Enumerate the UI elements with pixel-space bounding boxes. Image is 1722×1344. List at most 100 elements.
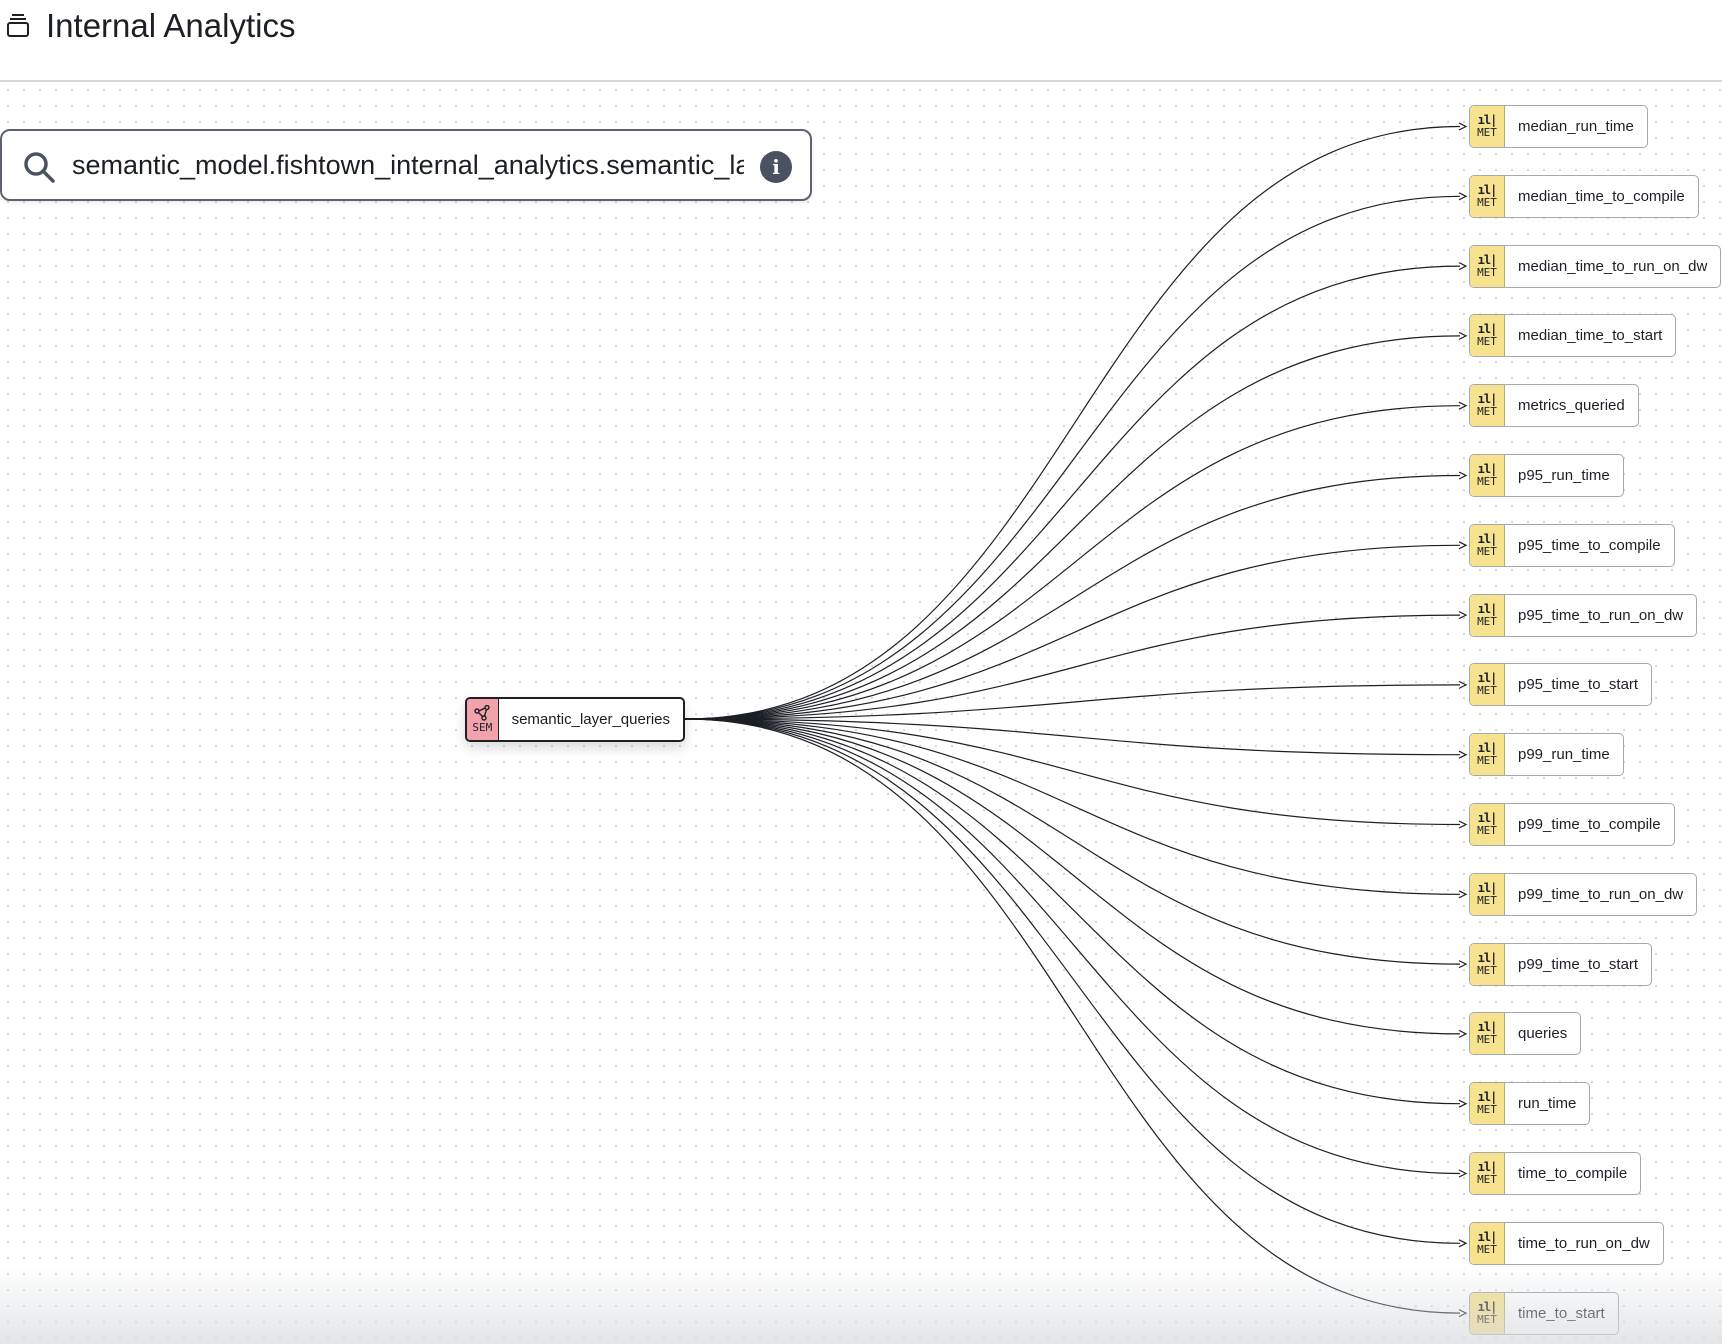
lineage-edge <box>684 405 1461 720</box>
met-badge: ıl| MET <box>1470 1013 1505 1055</box>
edge-arrowhead <box>1458 1239 1468 1248</box>
bar-chart-icon: ıl| <box>1477 113 1498 127</box>
metric-node[interactable]: ıl| MET median_time_to_compile <box>1469 174 1699 218</box>
node-label: p99_time_to_compile <box>1518 816 1661 833</box>
metric-node[interactable]: ıl| MET run_time <box>1469 1082 1591 1126</box>
metric-node[interactable]: ıl| MET p99_time_to_compile <box>1469 803 1675 846</box>
met-badge: ıl| MET <box>1470 943 1505 985</box>
met-type-label: MET <box>1477 1242 1497 1256</box>
lineage-edge <box>684 614 1461 720</box>
met-badge: ıl| MET <box>1470 245 1505 287</box>
node-label: p99_run_time <box>1518 746 1610 764</box>
page-title: Internal Analytics <box>46 7 296 44</box>
met-type-label: MET <box>1477 963 1497 977</box>
met-type-label: MET <box>1477 195 1497 209</box>
bar-chart-icon: ıl| <box>1477 182 1498 197</box>
lineage-edge <box>684 195 1461 720</box>
edge-arrowhead <box>1458 1029 1468 1038</box>
metric-node[interactable]: ıl| MET time_to_start <box>1469 1291 1619 1335</box>
metric-node[interactable]: ıl| MET median_time_to_run_on_dw <box>1469 244 1722 288</box>
node-label: queries <box>1518 1025 1568 1043</box>
lineage-edge <box>684 718 1461 895</box>
met-badge: ıl| MET <box>1470 106 1505 147</box>
edge-arrowhead <box>1458 471 1468 480</box>
lineage-edge <box>684 265 1461 720</box>
met-badge: ıl| MET <box>1470 664 1505 706</box>
node-label: median_time_to_compile <box>1518 187 1685 205</box>
met-type-label: MET <box>1477 893 1497 907</box>
bar-chart-icon: ıl| <box>1477 950 1498 965</box>
met-badge: ıl| MET <box>1470 873 1505 915</box>
bar-chart-icon: ıl| <box>1477 601 1498 616</box>
search-input[interactable] <box>72 143 744 187</box>
bar-chart-icon: ıl| <box>1477 880 1498 895</box>
bar-chart-icon: ıl| <box>1477 531 1498 546</box>
edge-arrowhead <box>1458 611 1468 620</box>
met-badge: ıl| MET <box>1470 594 1505 636</box>
edge-arrowhead <box>1458 401 1468 410</box>
lineage-edge <box>684 544 1461 720</box>
bar-chart-icon: ıl| <box>1477 1229 1498 1244</box>
bar-chart-icon: ıl| <box>1477 741 1498 756</box>
lineage-edge <box>684 718 1461 756</box>
edge-arrowhead <box>1458 122 1468 131</box>
sem-badge: SEM <box>467 699 499 740</box>
metric-node[interactable]: ıl| MET queries <box>1469 1012 1582 1056</box>
lineage-edge <box>684 125 1461 720</box>
stack-icon <box>7 14 29 37</box>
metric-node[interactable]: ıl| MET metrics_queried <box>1469 384 1639 428</box>
metric-node[interactable]: ıl| MET median_run_time <box>1469 105 1648 148</box>
info-icon[interactable]: i <box>760 151 792 183</box>
lineage-edge <box>684 718 1461 1035</box>
semantic-model-node[interactable]: SEM semantic_layer_queries <box>465 697 685 742</box>
edge-arrowhead <box>1458 1099 1468 1108</box>
met-type-label: MET <box>1477 824 1497 837</box>
met-type-label: MET <box>1477 754 1497 768</box>
met-badge: ıl| MET <box>1470 1222 1505 1264</box>
node-label: metrics_queried <box>1518 397 1625 415</box>
met-type-label: MET <box>1477 265 1497 279</box>
metric-node[interactable]: ıl| MET p95_time_to_compile <box>1469 523 1675 567</box>
edge-arrowhead <box>1458 331 1468 340</box>
metric-node[interactable]: ıl| MET p99_time_to_run_on_dw <box>1469 872 1698 916</box>
node-label: median_run_time <box>1518 118 1634 135</box>
sem-type-label: SEM <box>472 721 493 734</box>
metric-node[interactable]: ıl| MET p99_run_time <box>1469 733 1624 777</box>
lineage-edge <box>684 718 1461 1105</box>
met-type-label: MET <box>1477 126 1497 139</box>
metric-node[interactable]: ıl| MET p95_run_time <box>1469 454 1624 497</box>
metric-node[interactable]: ıl| MET p95_time_to_run_on_dw <box>1469 593 1698 637</box>
met-badge: ıl| MET <box>1470 175 1505 217</box>
bar-chart-icon: ıl| <box>1477 462 1498 476</box>
node-label: p99_time_to_start <box>1518 955 1639 973</box>
edge-arrowhead <box>1458 541 1468 550</box>
met-badge: ıl| MET <box>1470 1083 1505 1125</box>
node-label: p95_time_to_run_on_dw <box>1518 606 1684 624</box>
search-box[interactable]: i <box>0 129 812 201</box>
met-badge: ıl| MET <box>1470 315 1505 357</box>
lineage-edge <box>684 474 1461 720</box>
node-label: time_to_compile <box>1518 1165 1628 1182</box>
met-type-label: MET <box>1477 544 1497 558</box>
bar-chart-icon: ıl| <box>1477 1160 1498 1174</box>
node-label: p99_time_to_run_on_dw <box>1518 885 1684 903</box>
node-label: p95_time_to_compile <box>1518 536 1661 554</box>
metric-node[interactable]: ıl| MET p95_time_to_start <box>1469 663 1653 707</box>
header: Internal Analytics <box>0 0 1722 82</box>
metric-node[interactable]: ıl| MET time_to_compile <box>1469 1152 1642 1195</box>
edge-arrowhead <box>1458 192 1468 201</box>
met-badge: ıl| MET <box>1470 1153 1505 1194</box>
metric-node[interactable]: ıl| MET time_to_run_on_dw <box>1469 1221 1664 1265</box>
met-type-label: MET <box>1477 1103 1497 1117</box>
metric-node[interactable]: ıl| MET p99_time_to_start <box>1469 942 1653 986</box>
lineage-canvas[interactable] <box>0 82 1722 1344</box>
met-type-label: MET <box>1477 1173 1497 1186</box>
met-type-label: MET <box>1477 335 1497 349</box>
edge-arrowhead <box>1458 262 1468 271</box>
met-badge: ıl| MET <box>1470 524 1505 566</box>
edge-arrowhead <box>1458 960 1468 969</box>
lineage-edge <box>684 335 1461 720</box>
met-type-label: MET <box>1477 475 1497 488</box>
metric-node[interactable]: ıl| MET median_time_to_start <box>1469 314 1677 358</box>
